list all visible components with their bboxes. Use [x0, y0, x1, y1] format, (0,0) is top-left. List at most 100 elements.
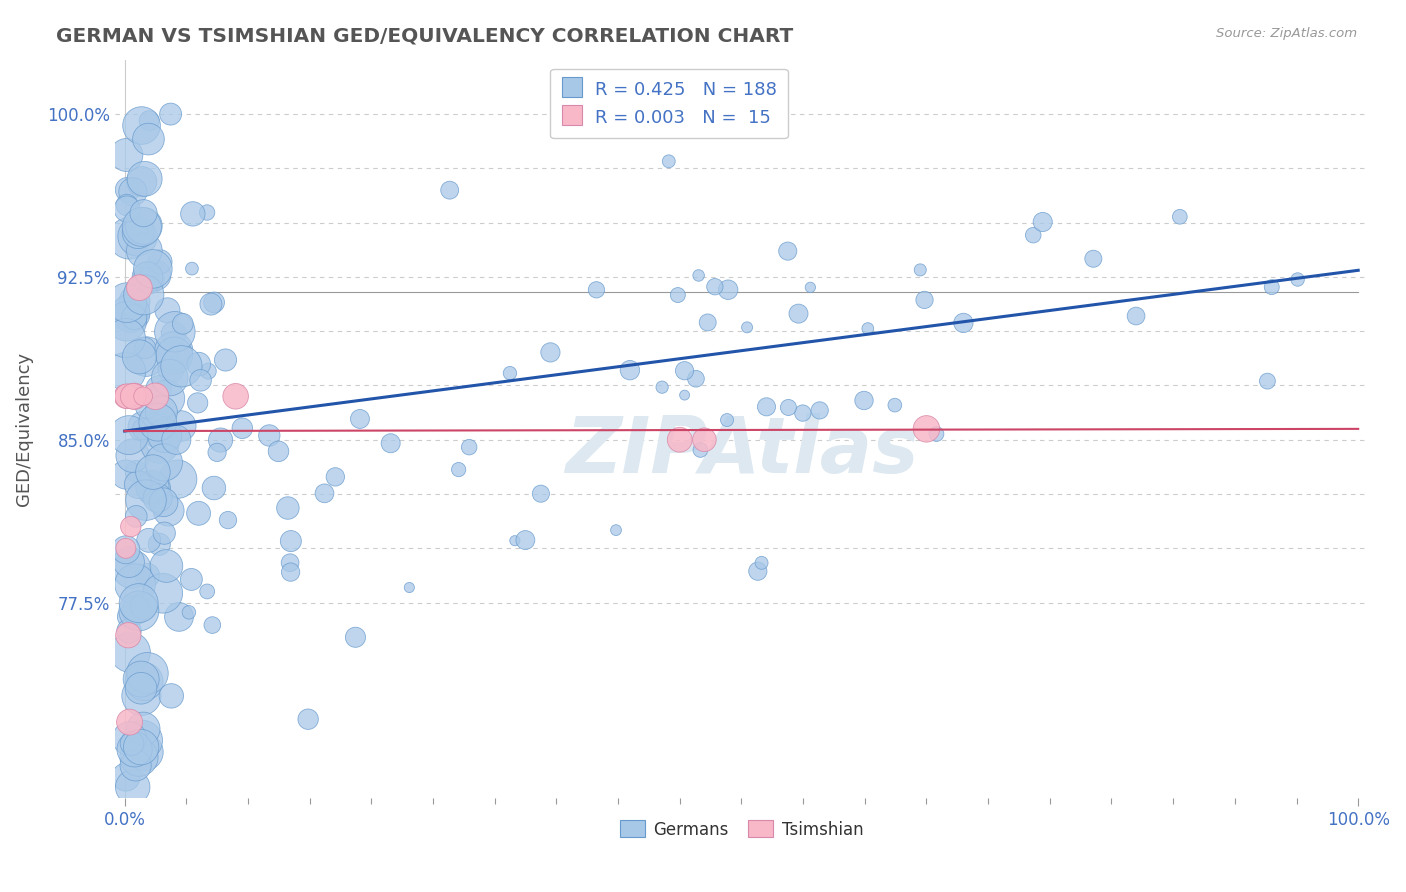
Point — [159, 107, 181, 121]
Point — [1022, 228, 1045, 243]
Point — [122, 389, 145, 403]
Point — [155, 559, 177, 574]
Point — [530, 486, 553, 500]
Point — [115, 198, 138, 212]
Point — [134, 273, 156, 287]
Point — [120, 519, 142, 533]
Point — [853, 393, 876, 408]
Point — [187, 506, 209, 520]
Point — [380, 436, 402, 450]
Point — [132, 219, 155, 233]
Point — [914, 293, 936, 307]
Point — [139, 273, 162, 287]
Point — [187, 357, 209, 371]
Point — [118, 731, 141, 746]
Point — [156, 303, 179, 318]
Point — [128, 596, 150, 610]
Point — [122, 310, 145, 324]
Point — [177, 605, 200, 619]
Point — [127, 226, 149, 240]
Point — [118, 715, 141, 730]
Point — [120, 645, 142, 659]
Point — [131, 219, 153, 234]
Point — [1168, 210, 1191, 224]
Point — [121, 736, 143, 750]
Point — [160, 689, 183, 703]
Point — [131, 119, 153, 133]
Point — [187, 396, 209, 410]
Point — [673, 388, 696, 402]
Point — [118, 624, 141, 638]
Point — [146, 491, 169, 505]
Point — [170, 419, 193, 434]
Point — [146, 423, 169, 437]
Point — [135, 493, 157, 508]
Point — [115, 148, 138, 162]
Point — [136, 568, 159, 582]
Point — [124, 389, 146, 403]
Point — [149, 254, 172, 268]
Point — [155, 392, 177, 406]
Point — [323, 470, 346, 484]
Point — [145, 268, 167, 283]
Point — [201, 618, 224, 632]
Point — [952, 316, 974, 330]
Point — [124, 742, 146, 756]
Point — [115, 365, 138, 379]
Point — [152, 495, 174, 509]
Point — [915, 422, 938, 436]
Point — [658, 154, 681, 169]
Point — [132, 206, 155, 220]
Point — [117, 183, 139, 197]
Point — [735, 320, 758, 334]
Point — [125, 464, 148, 478]
Point — [259, 428, 281, 442]
Point — [127, 477, 149, 491]
Point — [146, 415, 169, 429]
Point — [122, 185, 145, 199]
Point — [1256, 374, 1278, 388]
Point — [163, 343, 186, 358]
Point — [209, 433, 232, 447]
Point — [118, 428, 141, 442]
Point — [132, 674, 155, 689]
Point — [131, 175, 153, 189]
Point — [136, 399, 159, 413]
Point — [132, 722, 155, 736]
Point — [651, 380, 673, 394]
Point — [277, 501, 299, 516]
Point — [267, 444, 290, 458]
Point — [163, 325, 186, 339]
Point — [132, 389, 155, 403]
Point — [148, 537, 170, 551]
Point — [131, 689, 153, 703]
Point — [128, 350, 150, 364]
Point — [172, 317, 194, 331]
Legend: Germans, Tsimshian: Germans, Tsimshian — [613, 814, 870, 846]
Point — [128, 281, 150, 295]
Point — [128, 604, 150, 618]
Point — [132, 422, 155, 436]
Point — [195, 584, 218, 599]
Point — [538, 345, 561, 359]
Point — [121, 449, 143, 463]
Point — [1083, 252, 1105, 266]
Point — [439, 183, 461, 197]
Point — [190, 373, 212, 387]
Point — [153, 455, 176, 469]
Point — [118, 231, 141, 245]
Point — [115, 202, 138, 216]
Point — [153, 428, 176, 442]
Point — [115, 389, 138, 403]
Point — [115, 542, 138, 557]
Point — [200, 297, 222, 311]
Point — [142, 465, 165, 479]
Point — [117, 628, 139, 642]
Point — [202, 481, 225, 495]
Point — [1125, 309, 1147, 323]
Point — [1286, 272, 1309, 286]
Point — [134, 244, 156, 258]
Point — [115, 770, 138, 784]
Point — [1032, 215, 1054, 229]
Point — [129, 672, 152, 686]
